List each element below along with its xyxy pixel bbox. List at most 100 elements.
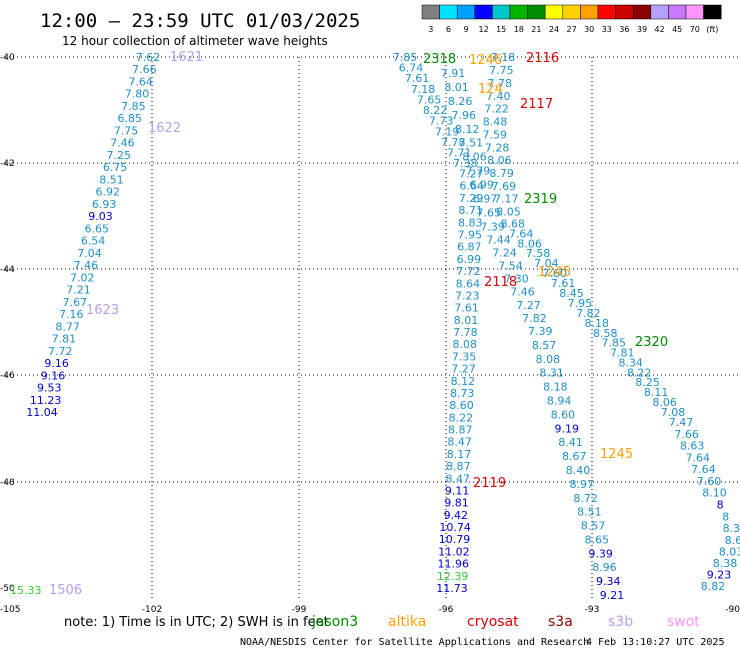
wave-height-value: 8.22	[449, 411, 474, 424]
wave-height-value: 9.42	[444, 509, 469, 522]
longitude-tick-label: -99	[292, 605, 307, 615]
wave-height-value: 8.60	[449, 399, 474, 412]
wave-height-value: 8.57	[532, 339, 557, 352]
longitude-tick-label: -96	[439, 605, 454, 615]
color-scale-label: 3	[428, 25, 433, 34]
color-scale-bar: 3 6 9 12 15 18 21 24 27 30 33 36 39 42 45 70 (ft)	[421, 4, 722, 34]
color-swatch	[632, 4, 652, 20]
wave-height-value: 8.97	[570, 478, 595, 491]
wave-height-value: 7.78	[441, 136, 466, 149]
wave-height-value: 9.19	[554, 422, 579, 435]
satellite-legend-item: jason3	[311, 614, 358, 630]
color-swatch	[685, 4, 704, 20]
color-scale-label: 9	[463, 25, 468, 34]
wave-height-value: 7.27	[451, 363, 476, 376]
wave-height-value: 7.78	[488, 77, 513, 90]
satellite-legend-item: altika	[388, 614, 426, 630]
wave-height-value: 8.63	[725, 534, 740, 547]
wave-height-value: 11.73	[436, 582, 468, 595]
wave-height-value: 7.54	[498, 260, 523, 273]
wave-height-value: 7.38	[453, 157, 478, 170]
wave-height-value: 7.28	[485, 141, 510, 154]
satellite-legend-item: swot	[667, 614, 700, 630]
wave-height-value: 8.06	[487, 154, 512, 167]
wave-height-value: 8.48	[483, 116, 508, 129]
wave-height-value: 8.40	[566, 464, 591, 477]
wave-height-value: 6.75	[103, 161, 128, 174]
wave-height-value: 8.17	[447, 448, 472, 461]
wave-height-value: 15.33	[10, 584, 42, 597]
wave-height-value: 8.72	[573, 492, 598, 505]
wave-height-value: 7.85	[121, 100, 146, 113]
pass-label: 1622	[148, 121, 181, 136]
wave-height-value: 9.53	[37, 382, 62, 395]
wave-height-value: 9.16	[41, 369, 66, 382]
wave-height-value: 8.73	[450, 387, 475, 400]
wave-height-value: 8.83	[458, 216, 483, 229]
wave-height-value: 8.22	[627, 366, 652, 379]
wave-height-value: 6.87	[457, 241, 482, 254]
wave-height-value: 8.18	[585, 317, 610, 330]
wave-height-value: 7.79	[466, 165, 491, 178]
wave-height-value: 6.93	[92, 198, 117, 211]
wave-height-value: 8.87	[446, 460, 471, 473]
wave-height-value: 6.99	[469, 179, 494, 192]
satellite-legend-item: s3b	[608, 614, 633, 630]
color-scale-label: 24	[549, 25, 559, 34]
satellite-legend-item: cryosat	[467, 614, 519, 630]
wave-height-value: 8.25	[635, 376, 660, 389]
color-swatch	[650, 4, 669, 20]
wave-height-value: 8.22	[423, 104, 448, 117]
wave-height-value: 7.81	[610, 347, 635, 360]
wave-height-value: 7.85	[393, 51, 418, 64]
wave-height-value: 8.3	[723, 522, 740, 535]
color-swatch	[509, 4, 528, 20]
color-swatch	[492, 4, 511, 20]
wave-height-value: 8.79	[489, 167, 514, 180]
wave-height-value: 7.58	[526, 247, 551, 260]
color-scale-label: 36	[619, 25, 629, 34]
color-scale-label: 18	[514, 25, 524, 34]
wave-height-value: 8.87	[448, 424, 473, 437]
wave-height-value: 8.08	[536, 353, 561, 366]
wave-height-value: 7.75	[489, 64, 514, 77]
wave-height-value: 6.54	[81, 235, 106, 248]
wave-height-value: 7.08	[661, 406, 686, 419]
wave-height-value: 9.03	[88, 210, 113, 223]
wave-height-value: 8.71	[458, 204, 483, 217]
wave-height-value: 7.02	[70, 271, 95, 284]
wave-height-value: 7.82	[576, 307, 601, 320]
color-scale-label: 39	[637, 25, 647, 34]
wave-height-value: 7.27	[516, 299, 541, 312]
wave-height-value: 8.41	[558, 436, 583, 449]
footer-note: note: 1) Time is in UTC; 2) SWH is in fe…	[64, 615, 329, 630]
wave-height-value: 7.80	[125, 88, 150, 101]
wave-height-value: 7.64	[686, 451, 711, 464]
color-swatch	[562, 4, 581, 20]
wave-height-value: 8.57	[581, 520, 606, 533]
pass-label: 1623	[86, 303, 119, 318]
wave-height-value: 8.51	[577, 506, 602, 519]
wave-height-value: 7.40	[486, 90, 511, 103]
wave-height-value: 7.71	[447, 147, 472, 160]
wave-height-value: 8.11	[644, 386, 669, 399]
wave-height-value: 9.16	[44, 357, 69, 370]
wave-height-value: 7.47	[669, 416, 694, 429]
wave-height-value: 8.63	[680, 440, 705, 453]
wave-height-value: 6.85	[117, 112, 142, 125]
color-scale-label: 12	[479, 25, 489, 34]
wave-height-value: 8.94	[547, 395, 572, 408]
color-scale-label: 6	[446, 25, 451, 34]
wave-height-value: 7.64	[509, 227, 534, 240]
wave-height-value: 10.79	[439, 533, 471, 546]
wave-height-value: 7.51	[459, 137, 484, 150]
wave-height-value: 7.27	[459, 168, 484, 181]
wave-height-value: 7.78	[453, 326, 478, 339]
wave-height-value: 7.16	[59, 308, 84, 321]
wave-height-value: 8.03	[719, 545, 740, 558]
wave-height-value: 7.65	[477, 206, 502, 219]
color-swatch	[527, 4, 546, 20]
wave-height-value: 7.46	[110, 137, 135, 150]
color-swatch	[580, 4, 599, 20]
pass-label: 2319	[524, 192, 557, 207]
